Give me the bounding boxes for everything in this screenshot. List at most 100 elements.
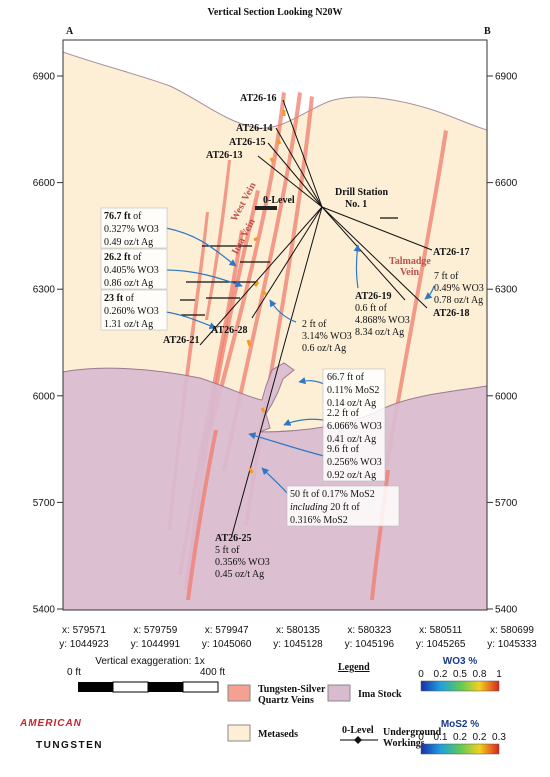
intercept-line: 0.327% WO3 xyxy=(104,224,159,235)
sample-assay xyxy=(246,110,286,474)
northing-label: y: 1045333 xyxy=(487,639,537,650)
title: Vertical Section Looking N20W xyxy=(208,7,343,18)
elevation-label: 6600 xyxy=(495,178,518,189)
intercept-line: 0.260% WO3 xyxy=(104,306,159,317)
elevation-axis: 6900 6900 6600 6600 6300 6300 6000 6000 5700 5700… xyxy=(33,72,518,616)
drill-hole-label: AT26-17 xyxy=(433,247,469,258)
intercept-line: 0.6 ft of xyxy=(355,303,388,314)
colorbar-tick: 0.2 xyxy=(453,732,467,743)
intercept-length: 26.2 ft xyxy=(104,252,131,263)
colorbar-tick: 0.2 xyxy=(473,732,487,743)
colorbar-tick: 0.5 xyxy=(453,669,467,680)
legend-swatch xyxy=(227,684,251,702)
legend-label: 0-Level xyxy=(342,725,374,736)
colorbar-title: MoS2 % xyxy=(441,719,479,730)
intercept-line: 0.45 oz/t Ag xyxy=(215,569,264,580)
callout-box xyxy=(286,485,400,527)
section-end: B xyxy=(484,26,491,37)
easting-label: x: 580135 xyxy=(276,625,320,636)
frame xyxy=(62,39,488,611)
drill-trace xyxy=(251,206,323,319)
intercept-text: including xyxy=(290,502,328,513)
intercept-line: including 20 ft of xyxy=(290,502,360,513)
logo-text: TUNGSTEN xyxy=(36,740,103,751)
legend-swatch xyxy=(227,724,251,742)
drill-trace xyxy=(321,206,433,251)
colorbar-title: WO3 % xyxy=(443,656,478,667)
elevation-label: 6600 xyxy=(33,178,56,189)
intercept-line: 26.2 ft of xyxy=(104,252,142,263)
intercept-line: 3.14% WO3 xyxy=(302,331,352,342)
scale-label: 0 ft xyxy=(67,667,81,678)
northing-label: y: 1044991 xyxy=(131,639,181,650)
intercept-line: 0.405% WO3 xyxy=(104,265,159,276)
intercept-line: 2.2 ft of xyxy=(327,408,360,419)
colorbar-tick: 0 xyxy=(418,669,424,680)
intercept-line: 0.11% MoS2 xyxy=(327,385,379,396)
arrow xyxy=(165,269,243,288)
drill-hole-label: AT26-15 xyxy=(229,137,265,148)
section-body xyxy=(63,51,487,610)
drill-trace xyxy=(282,99,323,208)
easting-label: x: 579759 xyxy=(133,625,177,636)
colorbar-tick: 0 xyxy=(418,732,424,743)
arrow xyxy=(261,467,289,495)
easting-label: x: 580511 xyxy=(419,625,463,636)
colorbar xyxy=(420,743,500,755)
intercept-line: 8.34 oz/t Ag xyxy=(355,327,404,338)
colorbar-tick: 0.3 xyxy=(492,732,506,743)
arrow xyxy=(424,285,435,300)
scale-segment xyxy=(112,681,149,693)
drill-trace xyxy=(321,206,406,301)
vein xyxy=(244,96,314,525)
intercept-line: 0.256% WO3 xyxy=(327,457,382,468)
elevation-label: 5700 xyxy=(495,498,518,509)
intercept-line: 66.7 ft of xyxy=(327,372,365,383)
section-end: A xyxy=(66,26,74,37)
intercept-line: 76.7 ft of xyxy=(104,211,142,222)
intercept-line: 0.49 oz/t Ag xyxy=(104,237,153,248)
intercept-line: 0.49% WO3 xyxy=(434,283,484,294)
drill-station: Drill Station xyxy=(335,187,388,198)
legend-label: Ima Stock xyxy=(358,689,402,700)
intercept-line: 4.868% WO3 xyxy=(355,315,410,326)
elevation-label: 6300 xyxy=(33,285,56,296)
intercept-line: 0.14 oz/t Ag xyxy=(327,398,376,409)
elevation-label: 6900 xyxy=(33,72,56,83)
scale-segment xyxy=(182,681,219,693)
intercept-line: 7 ft of xyxy=(434,271,459,282)
elevation-label: 5700 xyxy=(33,498,56,509)
drill-hole-label: AT26-25 xyxy=(215,533,251,544)
intercept-line: 0.41 oz/t Ag xyxy=(327,434,376,445)
callout-box xyxy=(322,368,386,482)
intercept-line: 0.316% MoS2 xyxy=(290,515,348,526)
legend-label: Metaseds xyxy=(258,729,298,740)
level-label: 0-Level xyxy=(263,195,295,206)
drill-trace xyxy=(257,155,323,208)
arrow xyxy=(165,227,237,267)
northing-label: y: 1045196 xyxy=(345,639,395,650)
callout-box xyxy=(100,289,168,331)
legend-label: Workings xyxy=(383,738,425,749)
intercept-text: 20 ft of xyxy=(328,502,361,513)
scale-bar xyxy=(78,681,219,693)
legend-label: Tungsten-Silver xyxy=(258,684,326,695)
northing-label: y: 1045265 xyxy=(416,639,466,650)
scale-segment xyxy=(78,682,113,692)
drill-hole-label: AT26-16 xyxy=(240,93,276,104)
drill-hole-label: AT26-21 xyxy=(163,335,199,346)
drill-trace xyxy=(231,206,323,536)
arrow xyxy=(269,299,297,323)
intercept-line: 2 ft of xyxy=(302,319,327,330)
colorbar xyxy=(420,680,500,692)
easting-label: x: 580323 xyxy=(347,625,391,636)
elevation-label: 6900 xyxy=(495,72,518,83)
intercept-line: 0.92 oz/t Ag xyxy=(327,470,376,481)
vein xyxy=(384,130,448,470)
drill-hole-label: AT26-18 xyxy=(433,308,469,319)
legend-symbol xyxy=(354,736,362,744)
vein-label: Vein xyxy=(400,267,420,278)
vein xyxy=(186,430,218,600)
northing-label: y: 1044923 xyxy=(59,639,109,650)
